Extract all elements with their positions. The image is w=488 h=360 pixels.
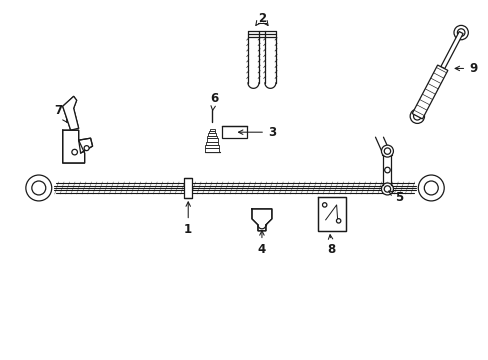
- Bar: [204, 145, 219, 148]
- Circle shape: [384, 186, 390, 192]
- Circle shape: [456, 29, 464, 36]
- Circle shape: [424, 181, 437, 195]
- Bar: [208, 133, 216, 136]
- Circle shape: [417, 175, 443, 201]
- Circle shape: [381, 145, 393, 157]
- Circle shape: [381, 183, 393, 195]
- Polygon shape: [251, 209, 271, 231]
- Circle shape: [84, 146, 89, 150]
- Bar: [204, 148, 219, 152]
- Circle shape: [322, 203, 326, 207]
- Text: 6: 6: [209, 92, 218, 111]
- Circle shape: [336, 219, 340, 223]
- Circle shape: [32, 181, 46, 195]
- Text: 7: 7: [55, 104, 67, 122]
- Circle shape: [453, 26, 468, 40]
- Bar: [207, 136, 217, 138]
- Bar: [184, 178, 192, 198]
- Polygon shape: [79, 138, 92, 153]
- Circle shape: [413, 112, 420, 120]
- Circle shape: [409, 109, 424, 123]
- Circle shape: [26, 175, 52, 201]
- Polygon shape: [411, 65, 447, 119]
- Text: 9: 9: [454, 62, 476, 75]
- Text: 8: 8: [327, 235, 335, 256]
- Text: 3: 3: [238, 126, 275, 139]
- Polygon shape: [440, 32, 462, 69]
- Polygon shape: [62, 130, 84, 163]
- Text: 1: 1: [184, 202, 192, 236]
- Text: 5: 5: [388, 191, 403, 204]
- Text: 2: 2: [257, 12, 265, 25]
- Bar: [208, 131, 215, 133]
- Bar: [222, 126, 246, 138]
- Polygon shape: [317, 197, 345, 231]
- Bar: [206, 138, 217, 141]
- Bar: [209, 129, 214, 131]
- Circle shape: [72, 149, 77, 155]
- Text: 4: 4: [257, 231, 265, 256]
- Bar: [205, 141, 218, 145]
- Polygon shape: [62, 96, 79, 130]
- Circle shape: [384, 167, 389, 173]
- Circle shape: [384, 148, 390, 154]
